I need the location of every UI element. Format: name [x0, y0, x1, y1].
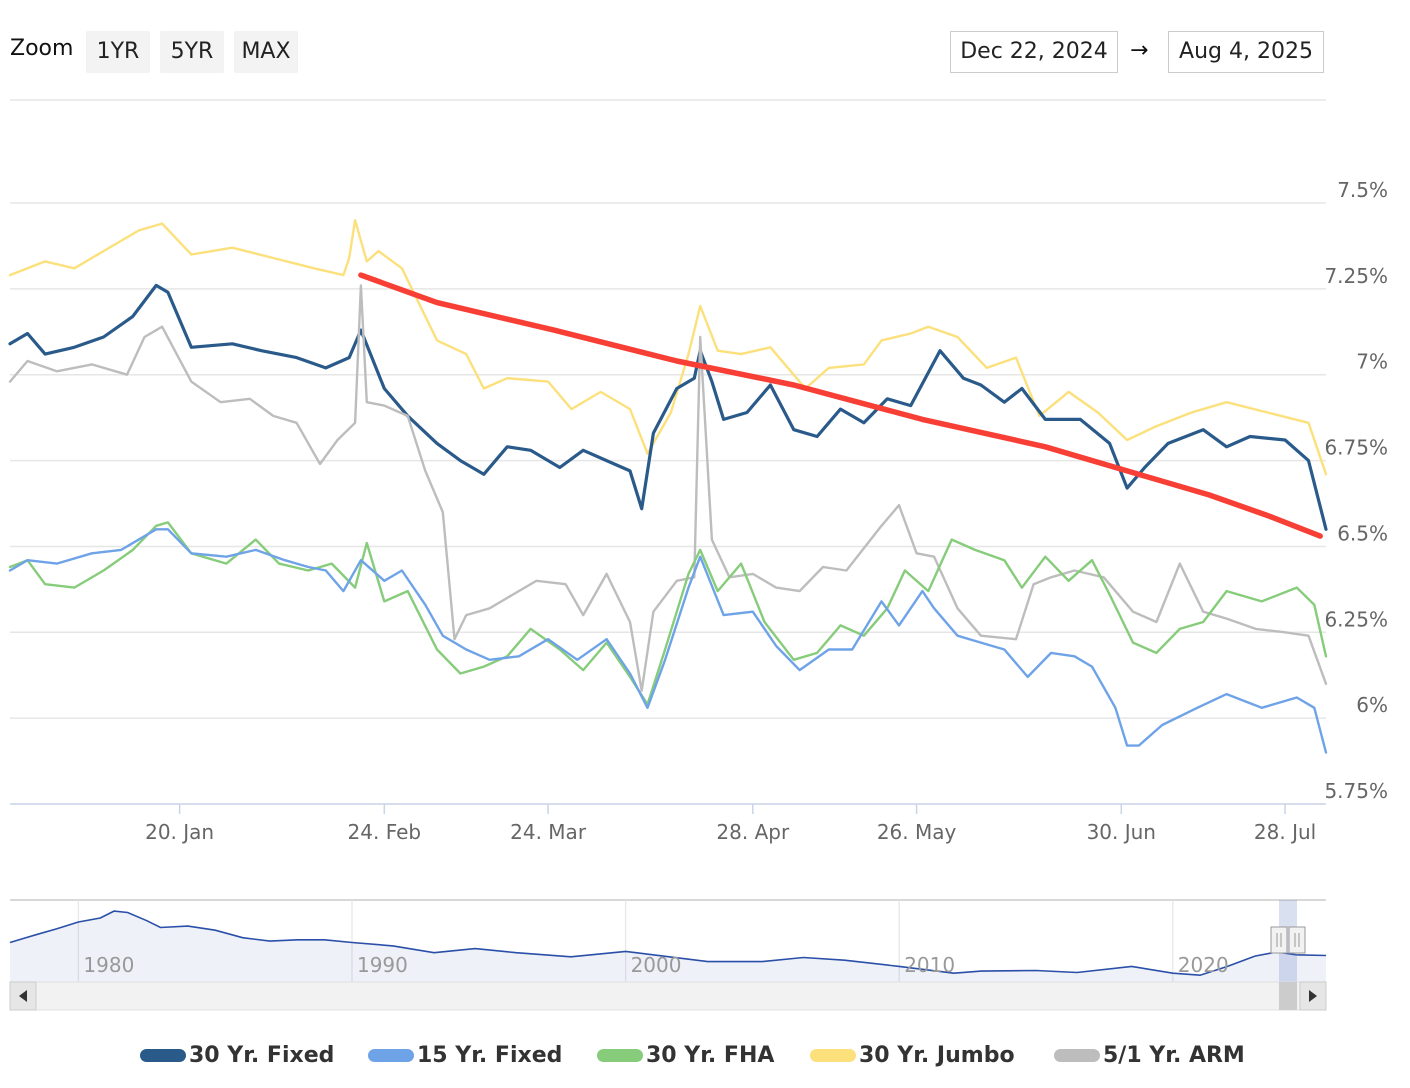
legend-swatch-51yr-arm — [1054, 1048, 1100, 1062]
scrollbar-thumb[interactable] — [1279, 982, 1297, 1010]
legend-swatch-30yr-fha — [597, 1048, 643, 1062]
navigator-area — [10, 911, 1326, 982]
series-line-arm51 — [8, 284, 1328, 692]
y-tick-label: 6.75% — [1324, 436, 1388, 460]
series-line-fixed15 — [8, 528, 1328, 754]
navigator-selection[interactable] — [1279, 900, 1297, 982]
legend-label: 15 Yr. Fixed — [417, 1042, 563, 1068]
scrollbar-left-arrow-icon[interactable] — [9, 981, 37, 1011]
legend-label: 5/1 Yr. ARM — [1103, 1042, 1245, 1068]
x-tick-label: 30. Jun — [1087, 820, 1156, 844]
series-line-fha30 — [8, 521, 1328, 706]
navigator-handle-right[interactable] — [1288, 926, 1306, 954]
legend-swatch-15yr-fixed — [368, 1048, 414, 1062]
legend-label: 30 Yr. Jumbo — [859, 1042, 1015, 1068]
x-tick-label: 26. May — [877, 820, 957, 844]
grid-lines — [10, 99, 1326, 805]
navigator-grid — [77, 900, 1174, 982]
x-tick-label: 20. Jan — [145, 820, 214, 844]
x-tick-label: 24. Feb — [348, 820, 422, 844]
navigator-year-label: 1980 — [83, 953, 134, 977]
legend-item-30yr-fixed[interactable]: 30 Yr. Fixed — [140, 1038, 334, 1072]
legend-item-51yr-arm[interactable]: 5/1 Yr. ARM — [1054, 1038, 1245, 1072]
series-line-jumbo30 — [8, 219, 1328, 476]
y-tick-label: 7.25% — [1324, 264, 1388, 288]
x-tick-label: 24. Mar — [510, 820, 587, 844]
series-lines — [8, 219, 1328, 754]
y-tick-label: 6.5% — [1337, 521, 1388, 545]
legend-label: 30 Yr. Fixed — [189, 1042, 335, 1068]
navigator-year-labels: 1980 1990 2000 2010 2020 — [83, 953, 1228, 977]
y-tick-label: 7.5% — [1337, 178, 1388, 202]
zoom-label: Zoom — [10, 36, 74, 61]
navigator-year-label: 1990 — [357, 953, 408, 977]
date-to-input[interactable]: Aug 4, 2025 — [1168, 31, 1324, 73]
zoom-1yr-button[interactable]: 1YR — [86, 31, 150, 73]
navigator-handle-left[interactable] — [1270, 926, 1288, 954]
legend-item-15yr-fixed[interactable]: 15 Yr. Fixed — [368, 1038, 562, 1072]
zoom-5yr-button[interactable]: 5YR — [160, 31, 224, 73]
date-range-arrow: → — [1130, 38, 1149, 63]
mortgage-rate-chart: 5.75% 6% 6.25% 6.5% 6.75% 7% 7.25% 7.5% 20. Jan 2… — [8, 99, 1388, 844]
y-tick-label: 5.75% — [1324, 779, 1388, 803]
x-tick-label: 28. Jul — [1254, 820, 1316, 844]
legend-label: 30 Yr. FHA — [646, 1042, 775, 1068]
series-line-fixed30 — [8, 283, 1328, 531]
navigator-year-label: 2010 — [904, 953, 955, 977]
navigator-year-label: 2000 — [631, 953, 682, 977]
legend-swatch-30yr-jumbo — [810, 1048, 856, 1062]
range-navigator[interactable]: 1980 1990 2000 2010 2020 — [0, 0, 1410, 1020]
y-tick-label: 6.25% — [1324, 607, 1388, 631]
legend-item-30yr-jumbo[interactable]: 30 Yr. Jumbo — [810, 1038, 1015, 1072]
legend-swatch-30yr-fixed — [140, 1048, 186, 1062]
chart-legend: 30 Yr. Fixed 15 Yr. Fixed 30 Yr. FHA 30 … — [0, 1038, 1410, 1072]
date-from-input[interactable]: Dec 22, 2024 — [950, 31, 1118, 73]
zoom-max-button[interactable]: MAX — [234, 31, 298, 73]
scrollbar-right-arrow-icon[interactable] — [1299, 981, 1327, 1011]
axis-labels: 5.75% 6% 6.25% 6.5% 6.75% 7% 7.25% 7.5% 20. Jan 2… — [145, 178, 1388, 844]
scrollbar-track[interactable] — [9, 981, 1327, 1011]
navigator-year-label: 2020 — [1178, 953, 1229, 977]
x-tick-label: 28. Apr — [716, 820, 790, 844]
trend-line — [358, 272, 1323, 539]
y-tick-label: 6% — [1356, 693, 1388, 717]
navigator-line — [9, 910, 1327, 977]
legend-item-30yr-fha[interactable]: 30 Yr. FHA — [597, 1038, 774, 1072]
y-tick-label: 7% — [1356, 350, 1388, 374]
